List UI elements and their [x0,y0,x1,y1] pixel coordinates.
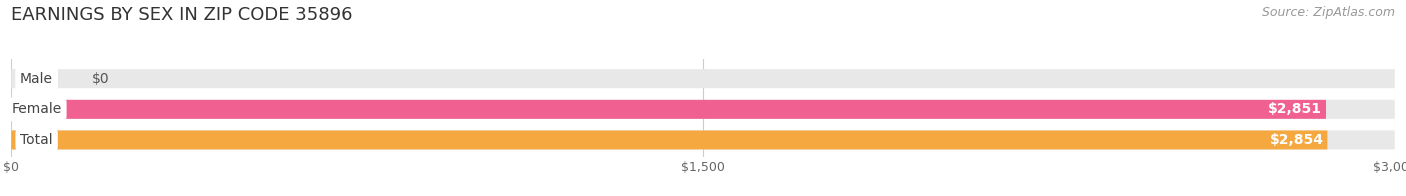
FancyBboxPatch shape [11,100,1326,119]
FancyBboxPatch shape [11,69,1395,88]
Text: $0: $0 [91,72,110,86]
Text: EARNINGS BY SEX IN ZIP CODE 35896: EARNINGS BY SEX IN ZIP CODE 35896 [11,6,353,24]
Text: $2,854: $2,854 [1270,133,1323,147]
Text: $2,851: $2,851 [1268,102,1323,116]
FancyBboxPatch shape [11,131,1327,149]
Text: Female: Female [11,102,62,116]
FancyBboxPatch shape [11,131,1395,149]
Text: Total: Total [20,133,53,147]
Text: Male: Male [20,72,53,86]
Text: Source: ZipAtlas.com: Source: ZipAtlas.com [1261,6,1395,19]
FancyBboxPatch shape [11,100,1395,119]
